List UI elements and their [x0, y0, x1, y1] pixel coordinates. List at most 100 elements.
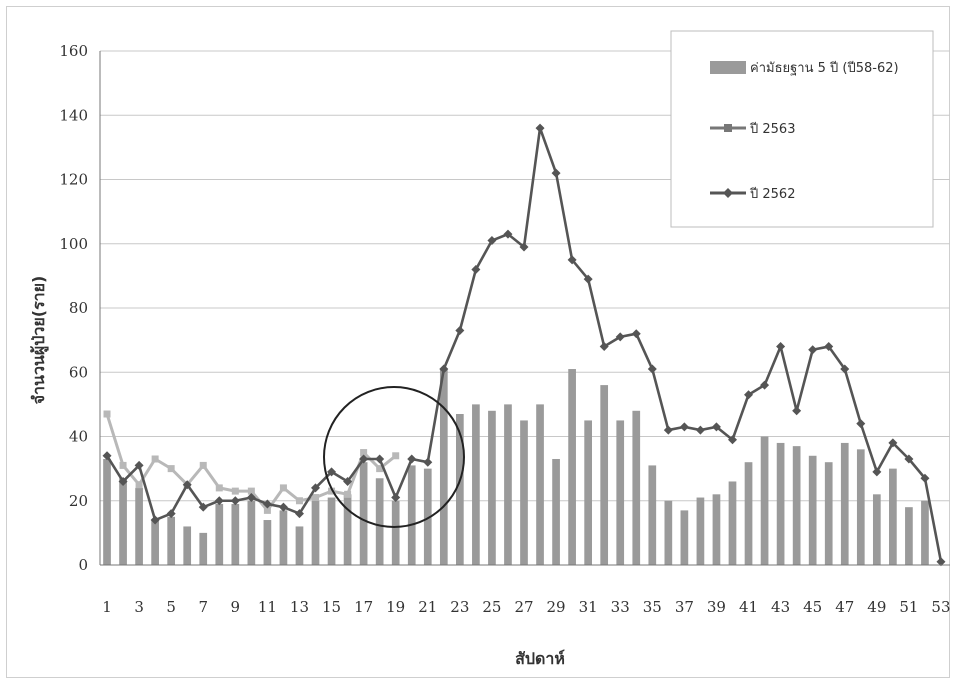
y-tick-label: 60 [69, 363, 88, 381]
point-2562-week-49 [872, 467, 882, 477]
point-2562-week-47 [840, 364, 850, 374]
x-tick-label: 41 [739, 598, 758, 616]
x-tick-label: 17 [354, 598, 373, 616]
bar-median-week-20 [407, 465, 416, 565]
bar-median-week-44 [792, 446, 801, 565]
bar-median-week-21 [423, 468, 432, 565]
bar-median-week-35 [648, 465, 657, 565]
x-tick-label: 25 [482, 598, 501, 616]
point-2562-week-21 [423, 457, 433, 467]
bar-median-week-8 [215, 503, 224, 565]
y-tick-label: 140 [59, 106, 88, 124]
x-tick-label: 33 [611, 598, 630, 616]
x-tick-label: 31 [579, 598, 598, 616]
point-2563-week-17 [360, 449, 368, 457]
point-2562-week-39 [711, 422, 721, 432]
point-2563-week-3 [135, 481, 143, 489]
point-2562-week-13 [294, 509, 304, 519]
point-2562-week-8 [214, 496, 224, 506]
point-2563-week-16 [344, 490, 352, 498]
highlight-circle [323, 386, 465, 528]
bar-median-week-25 [488, 410, 496, 565]
x-tick-label: 9 [231, 598, 241, 616]
bar-median-week-38 [696, 497, 705, 565]
bar-median-week-26 [504, 404, 512, 565]
point-2562-week-17 [359, 454, 369, 464]
bar-median-week-48 [856, 449, 865, 565]
y-tick-label: 160 [59, 42, 88, 60]
point-2562-week-46 [824, 342, 834, 352]
point-2563-week-18 [376, 465, 384, 473]
point-2562-week-7 [198, 502, 208, 512]
bar-median-week-16 [343, 494, 352, 565]
bar-median-week-30 [568, 369, 576, 565]
point-2562-week-19 [391, 493, 401, 503]
bar-median-week-46 [824, 462, 833, 565]
legend-swatch-2563-marker [724, 124, 732, 132]
x-tick-label: 49 [867, 598, 886, 616]
point-2563-week-9 [231, 487, 239, 495]
bar-median-week-5 [167, 516, 176, 565]
point-2562-week-31 [583, 274, 593, 284]
point-2562-week-53 [936, 557, 946, 567]
bar-median-week-31 [584, 420, 592, 565]
point-2563-week-10 [247, 487, 255, 495]
chart-frame [6, 6, 950, 678]
bar-median-week-36 [664, 500, 673, 565]
bar-median-week-45 [808, 455, 817, 565]
point-2562-week-22 [439, 364, 449, 374]
point-2562-week-18 [375, 454, 385, 464]
point-2563-week-19 [392, 452, 400, 460]
point-2562-week-16 [343, 476, 353, 486]
legend-label-2563: ปี 2563 [749, 121, 795, 137]
point-2563-week-1 [103, 410, 111, 418]
point-2562-week-5 [166, 509, 176, 519]
legend-swatch-median [710, 61, 746, 74]
point-2562-week-10 [246, 493, 256, 503]
point-2562-week-28 [535, 123, 545, 133]
point-2562-week-12 [278, 502, 288, 512]
y-tick-label: 100 [59, 235, 88, 253]
x-tick-label: 27 [514, 598, 533, 616]
x-tick-label: 45 [803, 598, 822, 616]
point-2562-week-45 [808, 345, 818, 355]
bar-median-week-17 [359, 462, 368, 565]
y-tick-label: 20 [69, 492, 88, 510]
bar-median-week-10 [247, 500, 256, 565]
point-2562-week-51 [904, 454, 914, 464]
bar-median-week-47 [840, 442, 849, 565]
lines [102, 123, 946, 567]
point-2562-week-23 [455, 325, 465, 335]
point-2562-week-36 [663, 425, 673, 435]
point-2562-week-30 [567, 255, 577, 265]
bar-median-week-19 [391, 500, 400, 565]
point-2563-week-2 [119, 461, 127, 469]
point-2562-week-37 [679, 422, 689, 432]
bar-median-week-37 [680, 510, 689, 565]
bar-median-week-6 [183, 526, 192, 565]
point-2562-week-34 [631, 329, 641, 339]
point-2562-week-2 [118, 476, 128, 486]
bar-median-week-23 [456, 414, 464, 565]
bar-median-week-29 [552, 458, 560, 565]
y-tick-label: 120 [59, 171, 88, 189]
x-tick-label: 39 [707, 598, 726, 616]
point-2562-week-32 [599, 342, 609, 352]
bar-median-week-27 [520, 420, 528, 565]
y-tick-label: 0 [78, 556, 88, 574]
bar-median-week-51 [905, 507, 913, 565]
bar-median-week-34 [632, 410, 641, 565]
legend-label-median: ค่ามัธยฐาน 5 ปี (ปี58-62) [750, 60, 899, 76]
point-2562-week-25 [487, 236, 497, 246]
point-2562-week-50 [888, 438, 898, 448]
point-2562-week-48 [856, 419, 866, 429]
point-2562-week-52 [920, 473, 930, 483]
x-tick-label: 3 [134, 598, 144, 616]
point-2562-week-27 [519, 242, 529, 252]
x-tick-label: 21 [418, 598, 437, 616]
bar-median-week-52 [921, 500, 929, 565]
point-2562-week-41 [744, 390, 754, 400]
bar-median-week-33 [616, 420, 625, 565]
